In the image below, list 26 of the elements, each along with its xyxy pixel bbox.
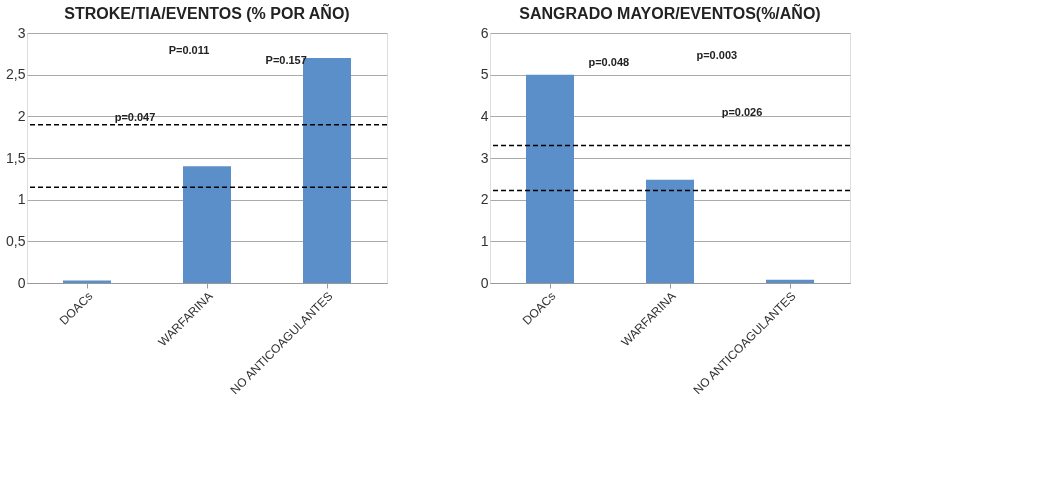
y-tick-label: 0 bbox=[17, 274, 26, 291]
y-tick-label: 5 bbox=[480, 66, 489, 83]
y-tick-label: 0,5 bbox=[6, 232, 26, 249]
y-tick-label: 0 bbox=[480, 274, 489, 291]
annotation: P=0.157 bbox=[265, 53, 307, 66]
bar bbox=[646, 179, 694, 283]
y-tick-label: 1 bbox=[17, 191, 26, 208]
y-tick-label: 1,5 bbox=[6, 149, 26, 166]
y-tick-label: 1 bbox=[480, 232, 489, 249]
bar bbox=[183, 166, 231, 283]
y-tick-label: 2 bbox=[480, 191, 489, 208]
annotation: p=0.026 bbox=[721, 106, 763, 118]
annotation: p=0.048 bbox=[588, 56, 630, 68]
y-tick-label: 3 bbox=[480, 149, 489, 166]
annotation: p=0.047 bbox=[114, 111, 156, 123]
chart-title: STROKE/TIA/EVENTOS (% POR AÑO) bbox=[64, 3, 350, 22]
chart-title: SANGRADO MAYOR/EVENTOS(%/AÑO) bbox=[519, 3, 821, 22]
bar bbox=[526, 74, 574, 283]
annotation: p=0.003 bbox=[696, 48, 738, 61]
annotation: P=0.011 bbox=[168, 43, 210, 56]
y-tick-label: 6 bbox=[480, 24, 489, 41]
y-tick-label: 3 bbox=[17, 24, 26, 41]
y-tick-label: 2,5 bbox=[6, 66, 26, 83]
bar bbox=[766, 279, 814, 283]
y-tick-label: 2 bbox=[17, 107, 26, 124]
y-tick-label: 4 bbox=[480, 107, 489, 124]
